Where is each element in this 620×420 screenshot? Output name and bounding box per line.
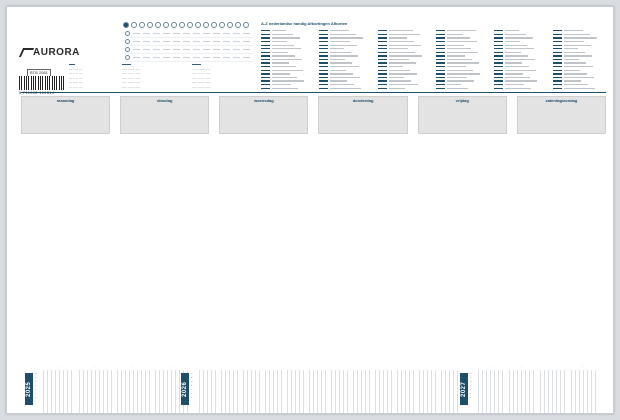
day-label: zaterdag/zondag: [545, 98, 578, 103]
day-panel-woensdag[interactable]: woensdag: [219, 96, 309, 134]
month-strip: ·· ·· ·· ·· ·· ·· ·· ·· ·· ·· ·· ··: [197, 364, 461, 413]
conversion-table-3: ▬▬▬ ‒‒‒ ‒‒‒‒ ‒‒‒ ‒‒‒ ‒‒‒‒ ‒‒‒ ‒‒‒ ‒‒‒‒ ‒…: [192, 62, 211, 89]
year-dot: [147, 22, 153, 28]
year-dot: [131, 22, 137, 28]
day-label: woensdag: [254, 98, 274, 103]
year-dot: [203, 22, 209, 28]
abbreviations-list: [261, 29, 607, 90]
year-dot: [211, 22, 217, 28]
year-dot: [227, 22, 233, 28]
brand-name: AURORA: [33, 47, 80, 58]
year-dot: [123, 22, 129, 28]
logo-mark-icon: [18, 47, 35, 57]
abbreviations-title: A-Z nederlandse handig Afkortingen Afkor…: [261, 21, 348, 26]
abbreviation-column: [377, 29, 432, 90]
abbreviation-column: [319, 29, 373, 90]
abbreviation-column: [494, 29, 548, 90]
conversion-table-2: ▬▬▬ ‒‒‒ ‒‒‒‒ ‒‒‒ ‒‒‒ ‒‒‒‒ ‒‒‒ ‒‒‒ ‒‒‒‒ ‒…: [122, 62, 141, 89]
day-label: donderdag: [352, 98, 374, 103]
year-selector: [123, 22, 249, 28]
abbreviation-column: [435, 29, 490, 90]
day-panel-maandag[interactable]: maandag: [21, 96, 111, 134]
year-dot: [195, 22, 201, 28]
year-overview-grid: [125, 30, 253, 62]
day-panel-vrijdag[interactable]: vrijdag: [417, 96, 507, 134]
desk-pad-sheet: AURORA BTB 2081 5 711008 100314 ▬▬ ‒‒ ‒‒…: [6, 6, 614, 414]
day-panel-dinsdag[interactable]: dinsdag: [120, 96, 210, 134]
month-strip: ··· ··· ··· ···: [476, 364, 600, 413]
day-panel-donderdag[interactable]: donderdag: [318, 96, 408, 134]
year-dot: [187, 22, 193, 28]
year-dot: [219, 22, 225, 28]
year-dot: [179, 22, 185, 28]
aurora-logo: AURORA: [18, 47, 80, 58]
day-label: vrijdag: [455, 98, 469, 103]
conversion-table-1: ▬▬ ‒‒ ‒‒‒ ‒‒ ‒‒ ‒‒‒ ‒‒ ‒‒ ‒‒‒ ‒‒ ‒‒ ‒‒‒ …: [69, 62, 83, 89]
year-dot: [171, 22, 177, 28]
year-dot: [235, 22, 241, 28]
abbreviation-column: [261, 29, 315, 90]
day-panel-weekend[interactable]: zaterdag/zondag: [516, 96, 606, 134]
year-dot: [155, 22, 161, 28]
year-badge: 2025: [25, 373, 33, 405]
day-label: maandag: [56, 98, 75, 103]
year-dot: [139, 22, 145, 28]
abbreviation-column: [552, 29, 607, 90]
year-dot: [243, 22, 249, 28]
divider: [21, 92, 606, 93]
year-badge: 2026: [181, 373, 189, 405]
barcode-icon: [19, 76, 65, 90]
year-badge: 2027: [460, 373, 468, 405]
year-dot: [163, 22, 169, 28]
weekday-panels: maandag dinsdag woensdag donderdag vrijd…: [21, 96, 606, 134]
month-strip: ··· ··· ··· ···: [41, 364, 191, 413]
day-label: dinsdag: [157, 98, 173, 103]
